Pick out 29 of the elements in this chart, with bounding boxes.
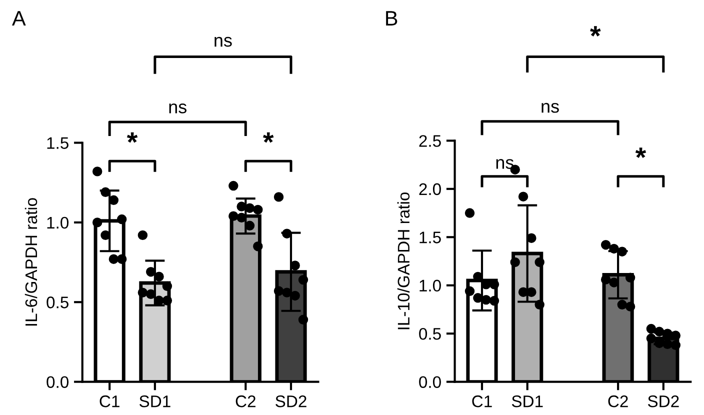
x-tick-label: C2 [236, 395, 256, 408]
x-tick-label: C1 [472, 395, 492, 408]
chart-title: A [12, 11, 26, 26]
text: * [126, 132, 138, 143]
chart-title: B [386, 11, 398, 26]
text: ns [214, 36, 232, 47]
text: * [262, 132, 274, 143]
y-tick-label: 0.5 [46, 296, 68, 308]
y-axis-title: IL-6/GAPDH ratio [24, 198, 38, 326]
y-tick-label: 1.0 [420, 280, 441, 292]
x-tick-label: SD1 [512, 395, 543, 408]
text: ns [169, 103, 186, 114]
y-tick-label: 0.0 [419, 376, 441, 388]
x-tick-label: SD1 [139, 395, 170, 408]
y-tick-label: 0.0 [46, 376, 69, 388]
y-tick-label: 2.5 [419, 135, 441, 147]
text: ns [542, 102, 559, 113]
y-tick-label: 1.0 [47, 216, 69, 229]
y-tick-label: 0.5 [419, 328, 441, 340]
x-tick-label: C1 [100, 395, 120, 408]
x-tick-label: SD2 [276, 395, 306, 408]
x-tick-label: C2 [608, 395, 628, 408]
y-tick-label: 1.5 [420, 232, 441, 244]
x-tick-label: SD2 [648, 395, 679, 408]
annotation: * [635, 148, 646, 158]
y-tick-label: 2.0 [419, 183, 441, 196]
y-axis-title: IL-10/GAPDH ratio [397, 192, 410, 330]
y-tick-label: 1.5 [47, 137, 68, 149]
text: * [590, 26, 601, 36]
